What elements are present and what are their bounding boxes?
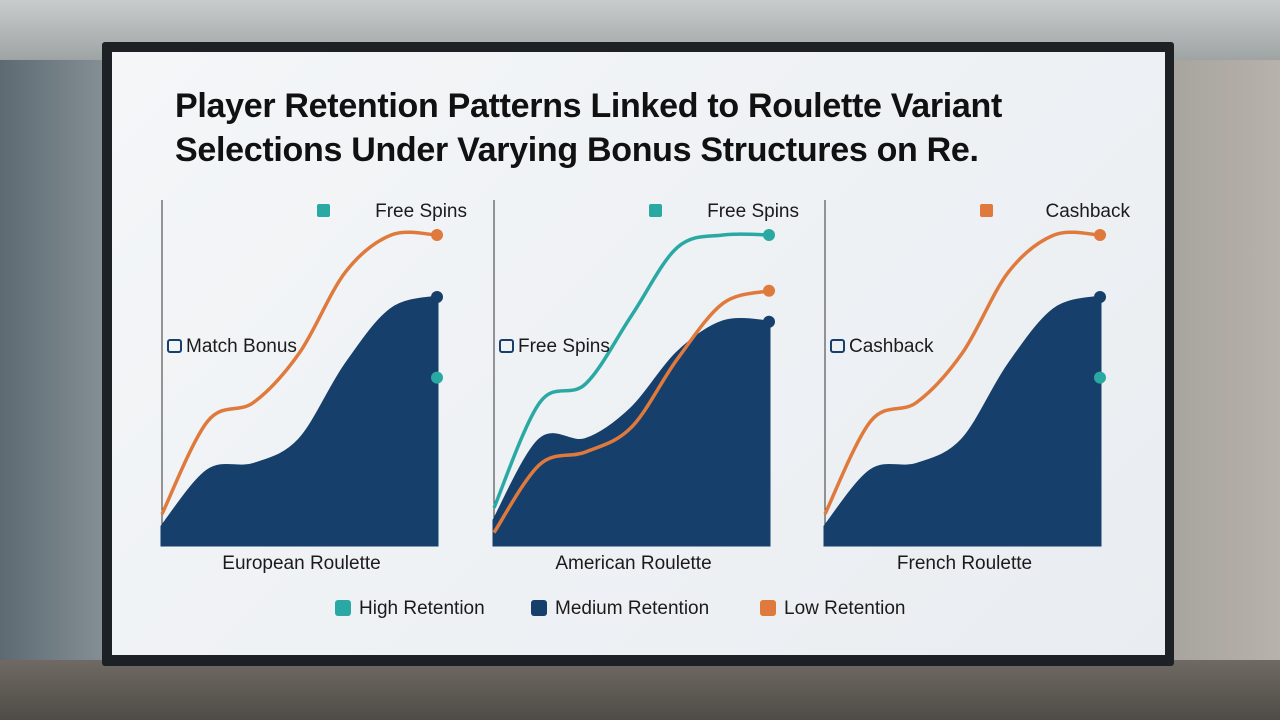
end-dot <box>763 284 775 297</box>
icon <box>499 339 514 353</box>
category-label: French Roulette <box>897 553 1032 574</box>
annotation: Free Spins <box>707 201 799 222</box>
legend-swatch <box>531 600 547 616</box>
area <box>160 295 439 547</box>
annotation: Free Spins <box>518 336 610 357</box>
area <box>823 295 1102 547</box>
floor <box>0 660 1280 720</box>
annotation: Free Spins <box>375 201 467 222</box>
end-dot <box>1094 371 1106 384</box>
end-dot <box>1094 291 1106 303</box>
annotation: Cashback <box>849 336 934 357</box>
annotation: Cashback <box>1046 201 1131 222</box>
icon <box>830 339 845 353</box>
end-dot <box>763 315 775 328</box>
area <box>492 318 771 547</box>
end-dot <box>763 229 775 241</box>
line <box>160 230 438 515</box>
end-dot <box>431 371 443 384</box>
icon <box>649 204 662 217</box>
screen <box>112 52 1165 655</box>
end-dot <box>431 229 443 241</box>
annotation: Match Bonus <box>186 336 297 357</box>
legend-label: Medium Retention <box>555 598 709 619</box>
chart-title: Player Retention Patterns Linked to Roul… <box>175 87 1003 169</box>
legend-swatch <box>335 600 351 616</box>
legend-swatch <box>760 600 776 616</box>
end-dot <box>1094 229 1106 241</box>
category-label: American Roulette <box>555 553 711 574</box>
line <box>823 230 1101 515</box>
category-label: European Roulette <box>222 553 380 574</box>
legend-label: High Retention <box>359 598 485 619</box>
icon <box>167 339 182 353</box>
line <box>492 289 770 534</box>
icon <box>317 204 330 217</box>
legend-label: Low Retention <box>784 598 905 619</box>
icon <box>980 204 993 217</box>
line <box>492 232 770 509</box>
end-dot <box>431 291 443 303</box>
